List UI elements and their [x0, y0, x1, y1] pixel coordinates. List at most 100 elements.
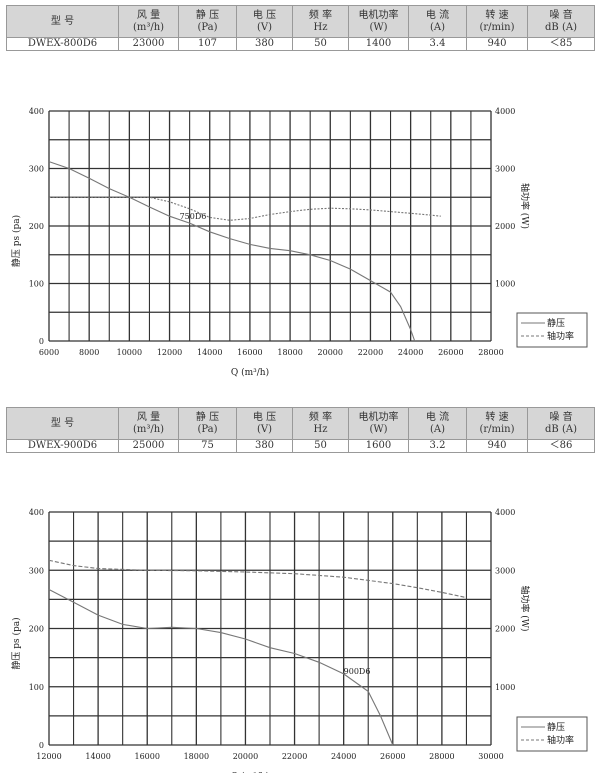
header-text: 电 流	[425, 411, 450, 423]
table-cell: 380	[236, 439, 293, 453]
x-tick-label: 12000	[157, 348, 182, 357]
header-text: (V)	[256, 423, 273, 435]
spec-table-800d6: 型 号风 量 (m³/h) 静 压 (Pa) 电 压 (V) 频 率 Hz 电机功率 (W) 电 流…	[6, 5, 595, 51]
header-cell: 电机功率 (W)	[348, 407, 409, 440]
series-line-static-pressure	[48, 589, 394, 746]
header-cell: 风 量 (m³/h)	[118, 407, 179, 440]
x-tick-label: 24000	[331, 752, 356, 761]
table-cell: 380	[236, 37, 293, 51]
header-cell: 转 速 (r/min)	[466, 407, 528, 440]
x-tick-label: 14000	[197, 348, 222, 357]
y2-tick-label: 4000	[495, 107, 515, 116]
table-cell: 50	[292, 37, 349, 51]
x-tick-label: 10000	[117, 348, 142, 357]
table-row: DWEX-900D6 25000 75 380 50 1600 3.2 940 ＜86	[6, 439, 595, 453]
y-tick-label: 0	[39, 741, 44, 750]
curve-label: 750D6	[180, 212, 207, 221]
header-cell: 噪 音 dB (A)	[527, 5, 595, 38]
header-cell: 电 流 (A)	[408, 407, 467, 440]
header-cell: 型 号	[6, 5, 119, 38]
header-text: 电机功率	[358, 411, 399, 423]
y-tick-label: 300	[29, 566, 44, 575]
header-cell: 型 号	[6, 407, 119, 440]
header-cell: 电机功率 (W)	[348, 5, 409, 38]
header-text: 频 率	[308, 9, 333, 21]
chart-900d6: 12000 14000 16000 18000 20000 22000 24000 26000…	[10, 508, 588, 773]
y-tick-label: 300	[29, 165, 44, 174]
table-cell: 107	[178, 37, 237, 51]
header-text: (r/min)	[479, 21, 515, 33]
table-cell: 50	[292, 439, 349, 453]
header-cell: 电 压 (V)	[236, 5, 293, 38]
x-tick-label: 22000	[282, 752, 307, 761]
header-row: 型 号风 量 (m³/h) 静 压 (Pa) 电 压 (V) 频 率 Hz 电机功率 (W) 电 流…	[6, 5, 595, 38]
header-text: (A)	[429, 423, 446, 435]
header-text: Hz	[313, 423, 328, 435]
header-text: (m³/h)	[132, 21, 165, 33]
header-text: 噪 音	[549, 9, 573, 21]
header-text: 转 速	[485, 411, 509, 423]
table-cell: 1400	[348, 37, 409, 51]
x-axis-label: Q (m³/h)	[231, 367, 269, 378]
y-axis-label: 静压 ps (pa)	[10, 617, 22, 669]
curve-label: 900D6	[344, 667, 371, 676]
header-text: (m³/h)	[132, 423, 165, 435]
series-line-shaft-power	[48, 559, 467, 599]
y-tick-label: 200	[29, 222, 44, 231]
x-tick-label: 12000	[36, 752, 61, 761]
header-text: 电 压	[252, 9, 277, 21]
header-text: 电 压	[252, 411, 277, 423]
header-text: (A)	[429, 21, 446, 33]
header-text: (r/min)	[479, 423, 515, 435]
header-text: 风 量	[136, 9, 161, 21]
table-cell: 3.2	[408, 439, 467, 453]
legend-label: 静压	[547, 317, 565, 329]
header-row: 型 号风 量 (m³/h) 静 压 (Pa) 电 压 (V) 频 率 Hz 电机功率 (W) 电 流…	[6, 407, 595, 440]
y-tick-label: 400	[29, 107, 44, 116]
header-text: 风 量	[136, 411, 161, 423]
spec-table-900d6: 型 号风 量 (m³/h) 静 压 (Pa) 电 压 (V) 频 率 Hz 电机功率 (W) 电 流…	[6, 407, 595, 453]
y2-tick-label: 3000	[495, 165, 515, 174]
series-line-static-pressure	[48, 161, 416, 342]
x-tick-label: 28000	[429, 752, 454, 761]
table-cell: 25000	[118, 439, 179, 453]
table-cell: 3.4	[408, 37, 467, 51]
x-tick-label: 24000	[398, 348, 423, 357]
header-text: 噪 音	[549, 411, 573, 423]
y-tick-label: 400	[29, 508, 44, 517]
x-tick-label: 6000	[39, 348, 59, 357]
table-cell: 940	[466, 439, 528, 453]
header-text: (Pa)	[197, 423, 218, 435]
header-cell: 噪 音 dB (A)	[527, 407, 595, 440]
header-text: 型 号	[50, 15, 75, 27]
header-cell: 频 率 Hz	[292, 407, 349, 440]
header-cell: 电 压 (V)	[236, 407, 293, 440]
header-text: dB (A)	[545, 21, 577, 33]
y2-tick-label: 2000	[495, 625, 515, 634]
legend-label: 轴功率	[547, 330, 574, 342]
header-cell: 转 速 (r/min)	[466, 5, 528, 38]
legend-box	[516, 716, 588, 752]
header-text: (W)	[369, 423, 388, 435]
y-axis-label: 静压 ps (pa)	[10, 215, 22, 267]
y2-axis-label: 轴功率 (W)	[519, 585, 531, 631]
x-tick-label: 30000	[478, 752, 503, 761]
x-tick-label: 28000	[478, 348, 503, 357]
series-line-shaft-power	[49, 196, 441, 221]
y2-tick-label: 2000	[495, 222, 515, 231]
header-text: 转 速	[485, 9, 509, 21]
table-cell: 1600	[348, 439, 409, 453]
x-tick-label: 18000	[184, 752, 209, 761]
y-tick-label: 100	[29, 280, 44, 289]
table-cell: 75	[178, 439, 237, 453]
header-text: Hz	[313, 21, 328, 33]
x-tick-label: 22000	[358, 348, 383, 357]
y-tick-label: 200	[29, 625, 44, 634]
x-axis-label: Q (m³/h)	[231, 771, 269, 773]
header-text: 电机功率	[358, 9, 399, 21]
header-cell: 频 率 Hz	[292, 5, 349, 38]
header-text: (Pa)	[197, 21, 218, 33]
